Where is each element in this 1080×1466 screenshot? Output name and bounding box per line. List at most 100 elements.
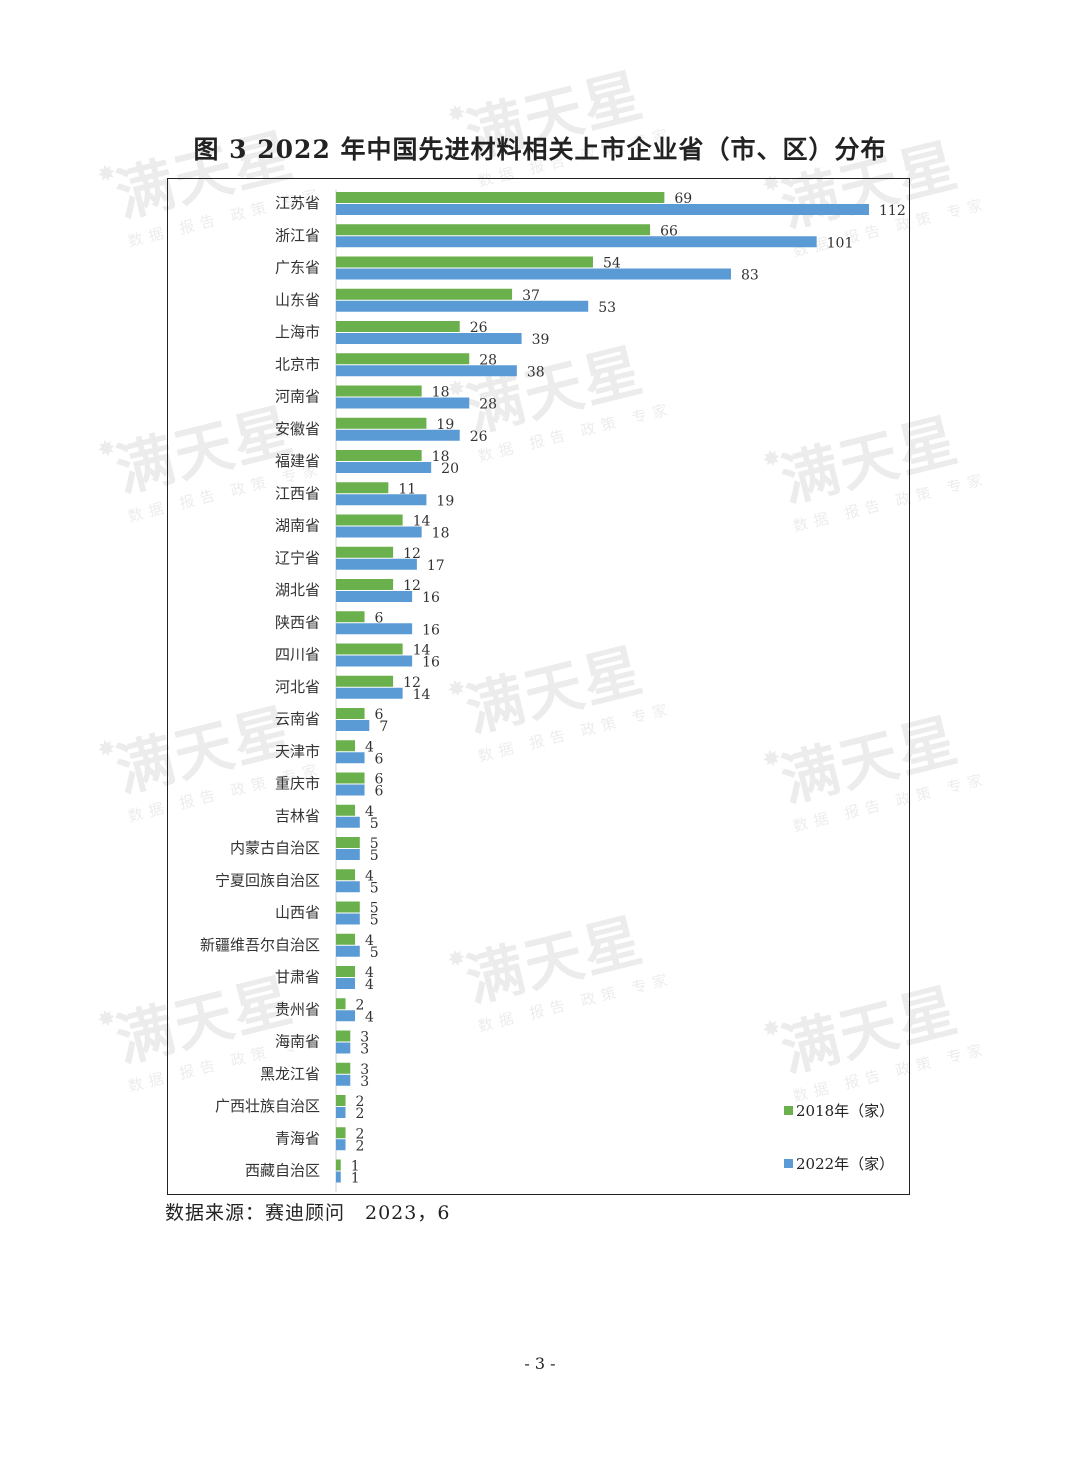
bar-2022: [336, 945, 360, 957]
data-label-2022: 83: [741, 268, 759, 284]
data-label-2022: 6: [375, 784, 384, 800]
data-label-2018: 4: [365, 739, 374, 755]
data-label-2022: 5: [370, 816, 379, 832]
data-label-2022: 53: [598, 300, 616, 316]
data-label-2018: 18: [432, 449, 450, 465]
category-label: 四川省: [275, 646, 320, 664]
legend-item-2018: 2018年（家）: [784, 1100, 894, 1121]
bar-2022: [336, 236, 817, 248]
bar-2018: [336, 1062, 351, 1074]
category-label: 宁夏回族自治区: [215, 871, 320, 889]
data-label-2018: 6: [375, 610, 384, 626]
legend-label-2018: 2018年（家）: [796, 1102, 895, 1120]
legend-swatch-2018: [784, 1106, 793, 1115]
bar-2022: [336, 784, 365, 796]
data-label-2018: 2: [356, 1126, 365, 1142]
bar-2022: [336, 462, 432, 473]
bar-2018: [336, 933, 356, 945]
bar-2018: [336, 288, 513, 300]
bar-2022: [336, 1107, 346, 1118]
star-burst-icon: ✸: [94, 435, 119, 464]
category-label: 云南省: [275, 710, 320, 728]
bar-2018: [336, 837, 360, 848]
bar-2022: [336, 494, 427, 506]
category-label: 重庆市: [275, 775, 320, 793]
bar-2018: [336, 321, 460, 332]
data-label-2018: 54: [603, 256, 621, 272]
category-label: 广西壮族自治区: [215, 1097, 320, 1115]
bar-2022: [336, 397, 470, 409]
category-label: 吉林省: [275, 807, 320, 825]
data-label-2022: 5: [370, 880, 379, 896]
data-label-2018: 66: [660, 223, 678, 239]
bar-2022: [336, 1074, 351, 1086]
chart-frame: 江苏省 69 112 浙江省 66 101 广东省 54 83 山东省 37 53 上海市 26 39 北京市…: [167, 178, 910, 1195]
data-label-2022: 5: [370, 913, 379, 929]
category-label: 河南省: [275, 388, 320, 406]
bar-2018: [336, 385, 422, 397]
data-label-2018: 5: [370, 901, 379, 917]
data-label-2018: 2: [356, 997, 365, 1013]
bar-2022: [336, 1042, 351, 1054]
bar-2022: [336, 1171, 341, 1183]
category-label: 广东省: [275, 259, 320, 277]
bar-2018: [336, 804, 356, 816]
category-label: 北京市: [275, 355, 320, 373]
bar-2022: [336, 558, 417, 570]
data-label-2022: 28: [479, 397, 497, 413]
data-label-2018: 6: [375, 772, 384, 788]
data-label-2022: 2: [356, 1106, 365, 1122]
page-number: - 3 -: [524, 1354, 556, 1373]
bar-2022: [336, 268, 731, 280]
data-label-2018: 4: [365, 965, 374, 981]
bar-2022: [336, 623, 413, 635]
bar-2018: [336, 611, 365, 623]
category-label: 青海省: [275, 1129, 320, 1147]
chart-title: 图 3 2022 年中国先进材料相关上市企业省（市、区）分布: [193, 135, 887, 164]
category-label: 江苏省: [275, 194, 320, 212]
data-label-2022: 14: [413, 687, 431, 703]
data-label-2018: 28: [479, 352, 497, 368]
category-label: 河北省: [275, 678, 320, 696]
bar-2022: [336, 849, 360, 860]
category-label: 山东省: [275, 291, 320, 309]
category-label: 陕西省: [275, 613, 320, 631]
data-label-2022: 16: [422, 590, 440, 606]
data-label-2018: 69: [674, 191, 692, 207]
star-burst-icon: ✸: [444, 100, 469, 129]
data-label-2022: 6: [375, 751, 384, 767]
data-label-2018: 18: [432, 385, 450, 401]
bar-2022: [336, 1139, 346, 1151]
category-label: 辽宁省: [275, 549, 320, 567]
data-label-2022: 20: [441, 461, 459, 477]
bar-2018: [336, 643, 403, 655]
bar-2018: [336, 579, 394, 590]
bar-2022: [336, 204, 869, 215]
data-label-2018: 1: [351, 1159, 360, 1175]
data-label-2018: 6: [375, 707, 384, 723]
data-label-2022: 7: [379, 719, 388, 735]
bar-2018: [336, 901, 360, 913]
data-label-2018: 37: [522, 288, 540, 304]
data-label-2022: 2: [356, 1138, 365, 1154]
data-label-2022: 17: [427, 558, 445, 574]
data-label-2022: 101: [827, 235, 854, 251]
bar-2018: [336, 546, 394, 558]
data-label-2018: 4: [365, 804, 374, 820]
bar-2022: [336, 1010, 356, 1022]
data-label-2018: 14: [413, 643, 431, 659]
data-label-2022: 19: [436, 493, 454, 509]
bar-2018: [336, 1095, 346, 1106]
category-label: 西藏自治区: [245, 1162, 320, 1180]
data-label-2018: 19: [436, 417, 454, 433]
data-label-2022: 1: [351, 1171, 360, 1187]
category-label: 山西省: [275, 904, 320, 922]
data-label-2022: 3: [360, 1042, 369, 1058]
bar-2022: [336, 752, 365, 764]
category-label: 湖南省: [275, 517, 320, 535]
data-label-2018: 3: [360, 1062, 369, 1078]
bar-2018: [336, 708, 365, 719]
bar-2018: [336, 224, 651, 236]
data-label-2022: 3: [360, 1074, 369, 1090]
